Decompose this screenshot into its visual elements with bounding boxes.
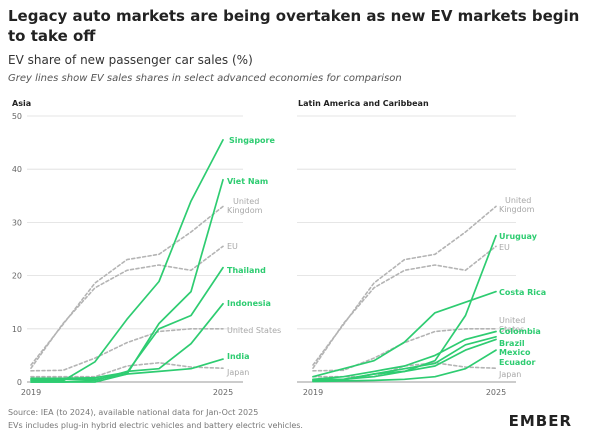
label-viet-nam: Viet Nam — [227, 177, 268, 186]
x-tick-label-2019: 2019 — [21, 388, 41, 397]
label-costa-rica: Costa Rica — [499, 288, 546, 297]
series-line-indonesia — [30, 302, 224, 383]
grid-latam — [297, 115, 516, 383]
labels-asia: Singapore Viet Nam United Kingdom EU Tha… — [226, 136, 281, 377]
source-note: Source: IEA (to 2024), available nationa… — [8, 408, 259, 417]
label-japan-latam: Japan — [498, 370, 521, 379]
labels-latam: United Kingdom Uruguay EU Costa Rica Uni… — [498, 196, 546, 379]
series-line-thailand — [30, 266, 224, 380]
chart-note: Grey lines show EV sales shares in selec… — [8, 73, 402, 84]
label-mexico: Mexico — [499, 348, 531, 357]
y-tick-label-10: 10 — [12, 325, 22, 334]
label-us-latam-1: United — [499, 316, 525, 325]
label-uruguay: Uruguay — [499, 232, 538, 241]
y-axis-asia: 0 10 20 30 40 50 — [12, 112, 22, 387]
y-tick-label-30: 30 — [12, 218, 22, 227]
x-tick-label-2025: 2025 — [213, 388, 233, 397]
chart-title: Legacy auto markets are being overtaken … — [8, 7, 580, 45]
label-brazil: Brazil — [499, 339, 525, 348]
panel-asia: Asia 0 10 20 30 40 50 2019 2025 Singapore Viet… — [12, 99, 281, 397]
series-line-brazil — [312, 335, 497, 382]
series-line-japan — [30, 361, 224, 378]
y-tick-label-40: 40 — [12, 165, 22, 174]
label-singapore: Singapore — [229, 136, 275, 145]
label-ecuador: Ecuador — [499, 358, 536, 367]
series-line-singapore — [30, 139, 224, 382]
label-uk-asia-2: Kingdom — [227, 206, 263, 215]
series-line-united-kingdom — [30, 205, 224, 366]
label-indonesia: Indonesia — [227, 299, 271, 308]
label-uk-latam-1: United — [505, 196, 531, 205]
series-line-india — [30, 358, 224, 381]
x-tick-label-2025: 2025 — [486, 388, 506, 397]
series-line-united-states — [312, 328, 497, 372]
definition-note: EVs includes plug-in hybrid electric veh… — [8, 421, 303, 430]
series-line-ecuador — [312, 349, 497, 383]
ember-logo: EMBER — [508, 412, 572, 430]
series-latam — [312, 205, 497, 383]
y-tick-label-0: 0 — [17, 378, 22, 387]
label-uk-asia-1: United — [233, 197, 259, 206]
panel-title-latam: Latin America and Caribbean — [298, 99, 429, 108]
chart-area: Asia 0 10 20 30 40 50 2019 2025 Singapore Viet… — [12, 99, 546, 397]
label-us-latam-2: States — [499, 325, 524, 334]
label-eu-latam: EU — [499, 243, 510, 252]
series-line-uruguay — [312, 234, 497, 381]
label-india: India — [227, 352, 250, 361]
y-tick-label-20: 20 — [12, 272, 22, 281]
series-line-mexico — [312, 338, 497, 382]
series-line-eu — [30, 245, 224, 370]
y-tick-label-50: 50 — [12, 112, 22, 121]
series-asia — [30, 139, 224, 383]
label-us-asia: United States — [227, 326, 281, 335]
series-line-eu — [312, 245, 497, 370]
panel-title-asia: Asia — [12, 99, 31, 108]
label-thailand: Thailand — [227, 266, 266, 275]
x-axis-latam: 2019 2025 — [303, 388, 506, 397]
series-line-united-states — [30, 328, 224, 372]
panel-latam: Latin America and Caribbean 2019 2025 Uni… — [297, 99, 546, 397]
series-line-viet-nam — [30, 178, 224, 383]
label-colombia: Colombia — [499, 327, 541, 336]
x-tick-label-2019: 2019 — [303, 388, 323, 397]
chart-subtitle: EV share of new passenger car sales (%) — [8, 53, 253, 67]
series-line-costa-rica — [312, 290, 497, 378]
label-uk-latam-2: Kingdom — [499, 205, 535, 214]
x-axis-asia: 2019 2025 — [21, 388, 233, 397]
series-line-colombia — [312, 330, 497, 381]
grid-asia — [27, 115, 243, 383]
label-eu-asia: EU — [227, 242, 238, 251]
label-japan-asia: Japan — [226, 368, 249, 377]
series-line-united-kingdom — [312, 205, 497, 366]
